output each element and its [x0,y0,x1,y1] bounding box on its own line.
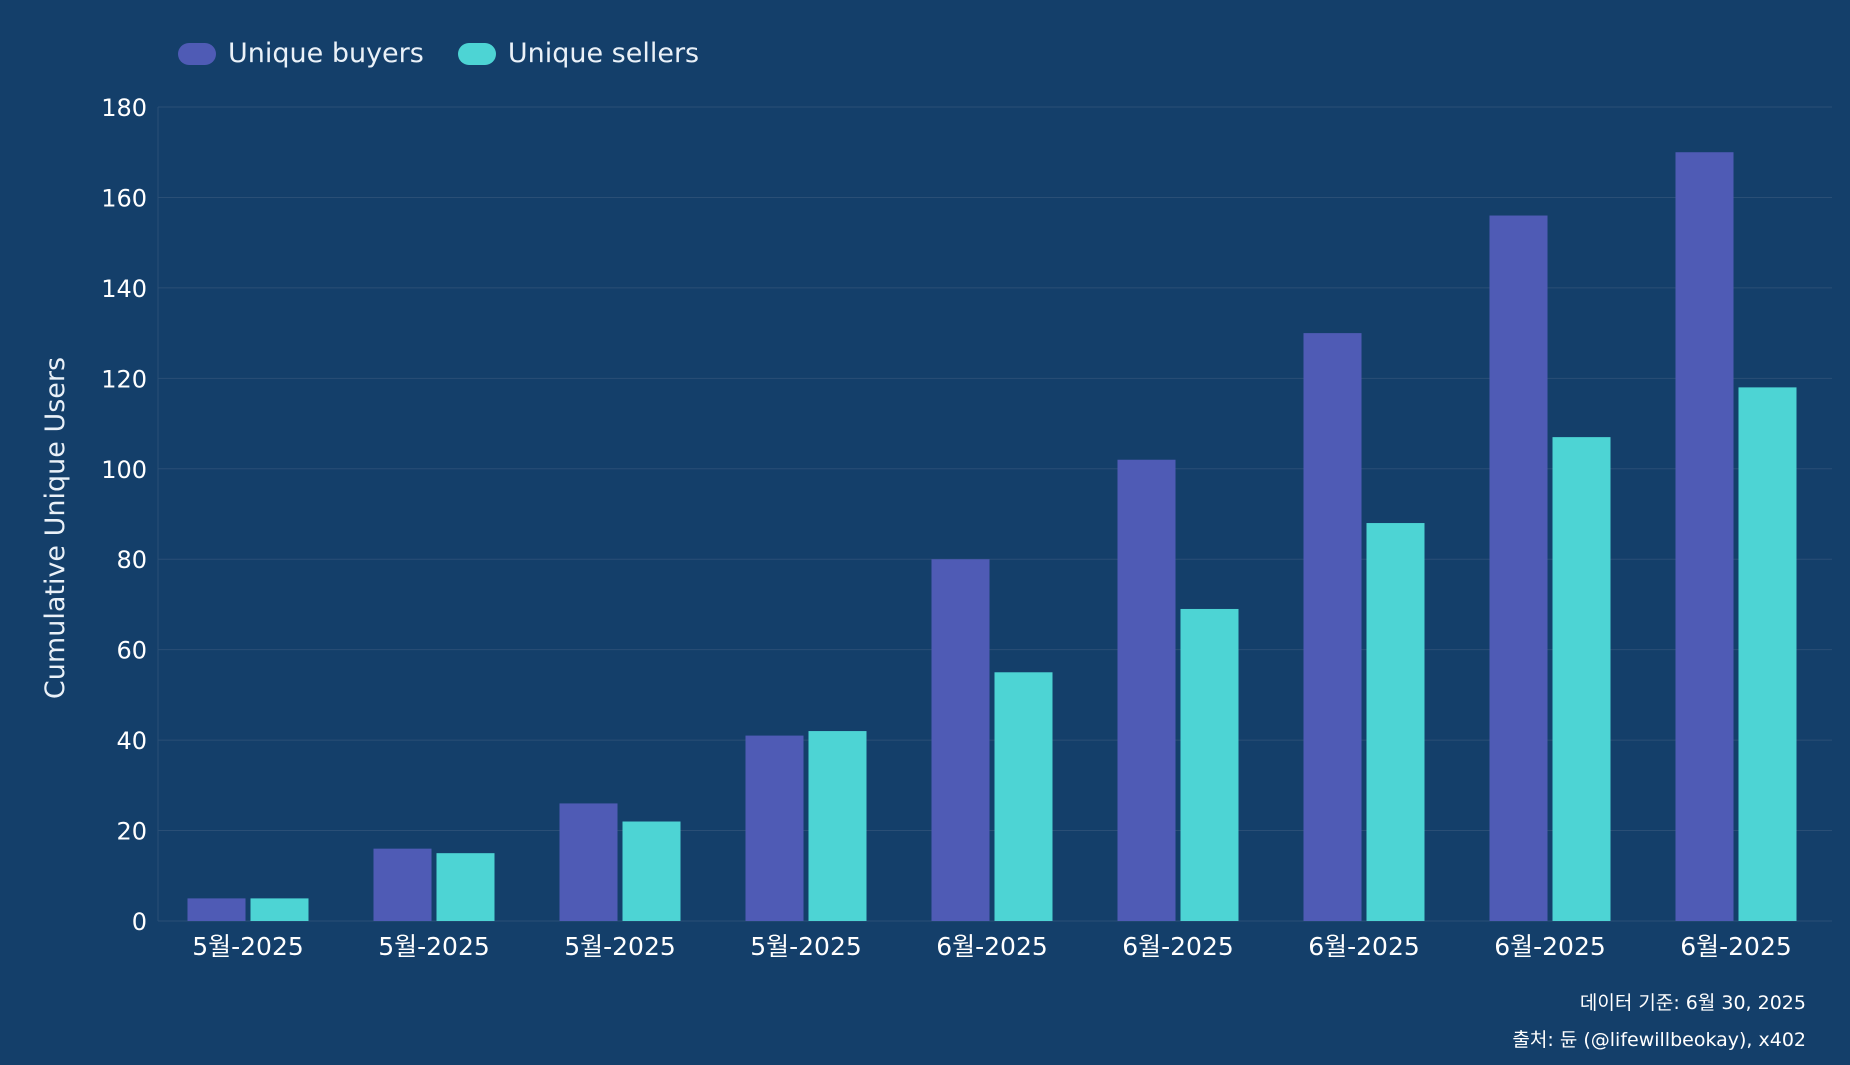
buyers-bar[interactable] [1117,459,1176,921]
buyers-bar[interactable] [1489,215,1548,922]
x-tick-label: 5월-2025 [564,932,676,961]
x-tick-label: 5월-2025 [192,932,304,961]
data-date-note: 데이터 기준: 6월 30, 2025 [1579,992,1806,1014]
legend-label-sellers: Unique sellers [507,38,700,69]
grid-lines [157,106,1832,922]
sellers-swatch [457,42,496,65]
y-tick-label: 180 [101,94,147,122]
legend-item-buyers[interactable]: Unique buyers [178,38,424,69]
y-tick-label: 120 [101,365,147,393]
y-tick-label: 0 [132,908,147,936]
buyers-bar[interactable] [745,735,804,921]
bars [187,152,1797,922]
y-tick-label: 40 [116,727,147,755]
buyers-swatch [178,42,216,65]
x-tick-label: 6월-2025 [936,932,1048,961]
sellers-bar[interactable] [1738,387,1797,921]
legend: Unique buyers Unique sellers [178,38,699,69]
sellers-bar[interactable] [436,853,495,921]
y-tick-label: 160 [101,184,147,212]
x-tick-label: 6월-2025 [1680,932,1792,961]
sellers-bar[interactable] [1180,608,1239,921]
sellers-bar[interactable] [1552,437,1611,921]
x-tick-label: 6월-2025 [1122,932,1234,961]
y-tick-label: 140 [101,275,147,303]
sellers-bar[interactable] [622,821,681,921]
y-axis-label: Cumulative Unique Users [40,357,71,699]
buyers-bar[interactable] [1303,333,1362,922]
buyers-bar[interactable] [1675,152,1734,921]
sellers-bar[interactable] [250,898,309,921]
x-tick-label: 5월-2025 [378,932,490,961]
y-tick-label: 100 [101,456,147,484]
y-tick-label: 20 [116,818,147,846]
y-tick-label: 80 [116,546,147,574]
buyers-bar[interactable] [931,559,990,921]
x-tick-label: 6월-2025 [1494,932,1606,961]
source-note: 출처: 듄 (@lifewillbeokay), x402 [1512,1029,1806,1051]
sellers-bar[interactable] [808,731,867,921]
buyers-bar[interactable] [559,803,618,921]
x-tick-label: 5월-2025 [750,932,862,961]
y-tick-label: 60 [116,637,147,665]
sellers-bar[interactable] [994,672,1053,921]
legend-label-buyers: Unique buyers [228,38,424,69]
legend-item-sellers[interactable]: Unique sellers [457,38,700,69]
buyers-bar[interactable] [187,898,246,921]
sellers-bar[interactable] [1366,523,1425,921]
buyers-bar[interactable] [373,848,432,921]
tick-labels: 0 20 40 60 80 100 120 140 160 180 5월-2025 5월-2025 5월… [101,94,1792,961]
x-tick-label: 6월-2025 [1308,932,1420,961]
